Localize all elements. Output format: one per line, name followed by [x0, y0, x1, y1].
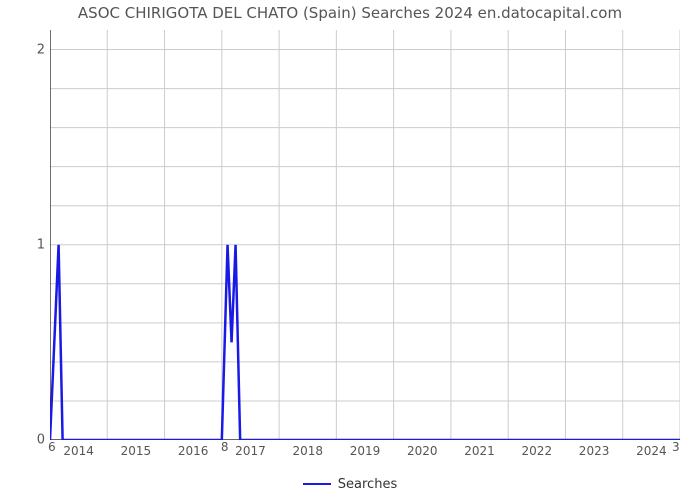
x-tick-label: 2024	[636, 444, 667, 458]
legend-label: Searches	[338, 477, 397, 492]
x-tick-label: 2018	[292, 444, 323, 458]
legend: Searches	[0, 470, 700, 492]
chart-svg	[50, 30, 680, 440]
x-tick-label: 2022	[522, 444, 553, 458]
y-tick-label: 0	[5, 433, 45, 448]
x-tick-label: 2014	[63, 444, 94, 458]
legend-item-searches: Searches	[303, 477, 397, 492]
x-tick-label: 2017	[235, 444, 266, 458]
x-tick-label: 2019	[350, 444, 381, 458]
x-tick-label: 2016	[178, 444, 209, 458]
y-tick-label: 1	[5, 237, 45, 252]
corner-label-left: 6	[48, 440, 56, 454]
x-tick-label: 2015	[121, 444, 152, 458]
x-tick-label: 2023	[579, 444, 610, 458]
legend-swatch	[303, 483, 331, 485]
corner-label-mid: 8	[221, 440, 229, 454]
chart-title: ASOC CHIRIGOTA DEL CHATO (Spain) Searche…	[0, 4, 700, 22]
plot-area	[50, 30, 680, 440]
corner-label-right: 3	[672, 440, 680, 454]
x-tick-label: 2020	[407, 444, 438, 458]
y-tick-label: 2	[5, 42, 45, 57]
x-tick-label: 2021	[464, 444, 495, 458]
